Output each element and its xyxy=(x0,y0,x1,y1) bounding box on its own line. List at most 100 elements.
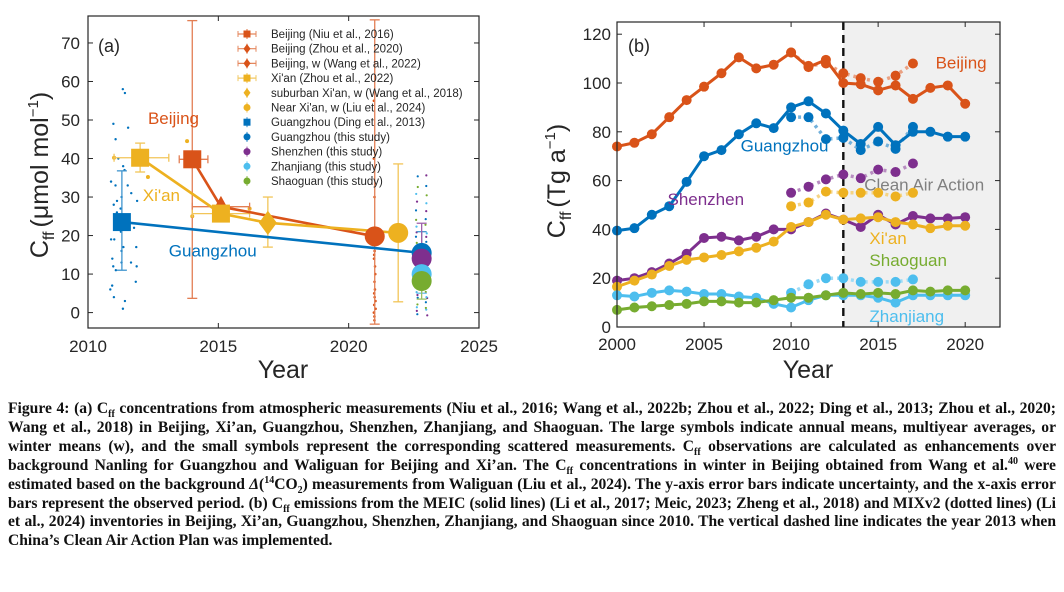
svg-text:Cff(μmol mol−1): Cff (μmol mol−1) xyxy=(25,92,58,258)
scatter-point xyxy=(425,184,428,188)
point-shenzhen-meic xyxy=(855,221,866,232)
scatter-point xyxy=(126,126,130,129)
panel-a-legend: Beijing (Niu et al., 2016) Beijing (Zhou … xyxy=(237,29,463,188)
legend-marker-icon xyxy=(243,43,251,54)
panel-b-label: (b) xyxy=(628,36,650,56)
scatter-point xyxy=(415,309,418,312)
panel-a-ylabel: Cff (μmol mol−1) xyxy=(25,92,58,258)
point-shaoguan-meic xyxy=(629,302,640,313)
legend-label: Zhanjiang (this study) xyxy=(271,161,381,173)
data-marker-guangzhou xyxy=(112,213,131,232)
scatter-point xyxy=(114,269,118,272)
city-label: Guangzhou xyxy=(741,136,829,155)
point-zhanjiang-mixv- xyxy=(838,273,849,284)
scatter-point xyxy=(425,240,428,243)
scatter-point xyxy=(112,203,115,206)
figure-canvas: 2010 2015 2020 2025 0 10 20 30 40 50 60 70 Beijing X… xyxy=(25,15,1001,384)
point-beijing-meic xyxy=(646,129,657,140)
scatter-point xyxy=(145,175,150,180)
panel-a-xlabel: Year xyxy=(258,356,309,384)
scatter-point xyxy=(109,180,113,183)
point-guangzhou-mixv- xyxy=(786,112,797,123)
data-marker-xian xyxy=(388,222,409,243)
x-tick-label: 2020 xyxy=(330,337,368,356)
point-guangzhou-meic xyxy=(664,201,675,212)
legend-item: Guangzhou (this study) xyxy=(243,131,390,144)
scatter-point xyxy=(112,295,116,299)
point-beijing-meic xyxy=(890,80,901,91)
point-xi-an-meic xyxy=(890,217,901,228)
legend-label: Shenzhen (this study) xyxy=(271,147,382,159)
panel-b-ylabel: Cff (Tg a−1) xyxy=(542,124,575,238)
point-guangzhou-meic xyxy=(907,126,918,137)
point-shenzhen-meic xyxy=(716,231,727,242)
panel-a: 2010 2015 2020 2025 0 10 20 30 40 50 60 70 Beijing X… xyxy=(25,15,498,384)
point-zhanjiang-meic xyxy=(664,285,675,296)
point-xi-an-meic xyxy=(960,220,971,231)
scatter-point xyxy=(425,296,428,299)
scatter-point xyxy=(112,265,115,268)
point-beijing-mixv- xyxy=(907,58,918,69)
point-shaoguan-meic xyxy=(733,297,744,308)
point-beijing-meic xyxy=(820,54,831,65)
point-beijing-meic xyxy=(786,47,797,58)
legend-label: Beijing (Niu et al., 2016) xyxy=(271,29,394,41)
x-tick-label: 2015 xyxy=(859,335,897,354)
y-tick-label: 40 xyxy=(61,150,80,169)
legend-marker-icon xyxy=(243,58,251,69)
point-shaoguan-meic xyxy=(942,285,953,296)
point-xi-an-mixv- xyxy=(803,197,814,208)
point-beijing-meic xyxy=(838,78,849,88)
legend-label: suburban Xi'an, w (Wang et al., 2018) xyxy=(271,88,463,100)
point-beijing-mixv- xyxy=(890,70,901,81)
svg-text:Cff(Tg a−1): Cff (Tg a−1) xyxy=(542,124,575,238)
x-tick-label: 2020 xyxy=(946,335,984,354)
scatter-point xyxy=(109,288,112,291)
legend-marker-icon xyxy=(243,118,251,126)
point-xi-an-meic xyxy=(751,242,762,253)
scatter-point xyxy=(416,185,419,189)
point-shenzhen-meic xyxy=(751,231,762,242)
city-label: Shenzhen xyxy=(667,190,744,209)
point-shenzhen-mixv- xyxy=(873,164,884,175)
scatter-point xyxy=(425,210,428,213)
clean-air-action-shade xyxy=(843,22,1000,327)
point-shenzhen-mixv- xyxy=(907,158,918,169)
point-shenzhen-meic xyxy=(960,212,971,223)
point-beijing-meic xyxy=(907,93,918,104)
legend-item: Beijing, w (Wang et al., 2022) xyxy=(237,58,421,70)
point-beijing-meic xyxy=(664,112,675,123)
y-tick-label: 20 xyxy=(61,227,80,246)
point-shenzhen-mixv- xyxy=(890,167,901,178)
city-label: Zhanjiang xyxy=(869,307,944,326)
point-xi-an-meic xyxy=(733,246,744,257)
scatter-point xyxy=(119,207,122,210)
scatter-point xyxy=(111,257,114,260)
panel-b-ylabel-main: C xyxy=(543,220,571,238)
y-tick-label: 100 xyxy=(583,74,611,93)
point-guangzhou-meic xyxy=(838,125,849,136)
legend-marker-icon xyxy=(243,88,251,98)
point-zhanjiang-meic xyxy=(716,289,727,300)
scatter-point xyxy=(416,313,419,316)
point-shaoguan-meic xyxy=(751,297,762,308)
legend-item: Xi'an (Zhou et al., 2022) xyxy=(237,73,394,85)
legend-item: Shaoguan (this study) xyxy=(243,176,383,188)
panel-a-ylabel-sup: −1 xyxy=(25,100,42,117)
legend-marker-icon xyxy=(243,133,251,141)
panel-b-series xyxy=(612,47,971,315)
point-zhanjiang-mixv- xyxy=(855,276,866,287)
point-guangzhou-meic xyxy=(855,139,866,149)
point-beijing-meic xyxy=(855,79,866,90)
point-guangzhou-meic xyxy=(925,126,936,137)
y-tick-label: 20 xyxy=(592,269,611,288)
point-shaoguan-meic xyxy=(855,289,866,300)
point-zhanjiang-mixv- xyxy=(873,276,884,287)
point-beijing-meic xyxy=(768,59,779,70)
scatter-point xyxy=(425,202,428,205)
data-marker-shenzhen xyxy=(411,248,432,269)
legend-label: Guangzhou (Ding et al., 2013) xyxy=(271,117,425,129)
y-tick-label: 50 xyxy=(61,111,80,130)
legend-item: suburban Xi'an, w (Wang et al., 2018) xyxy=(243,87,463,100)
scatter-point xyxy=(415,218,418,222)
